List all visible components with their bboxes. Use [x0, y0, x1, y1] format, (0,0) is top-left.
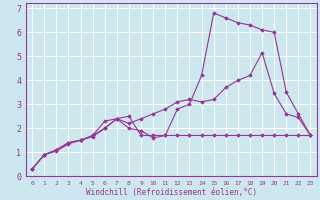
X-axis label: Windchill (Refroidissement éolien,°C): Windchill (Refroidissement éolien,°C) [86, 188, 257, 197]
